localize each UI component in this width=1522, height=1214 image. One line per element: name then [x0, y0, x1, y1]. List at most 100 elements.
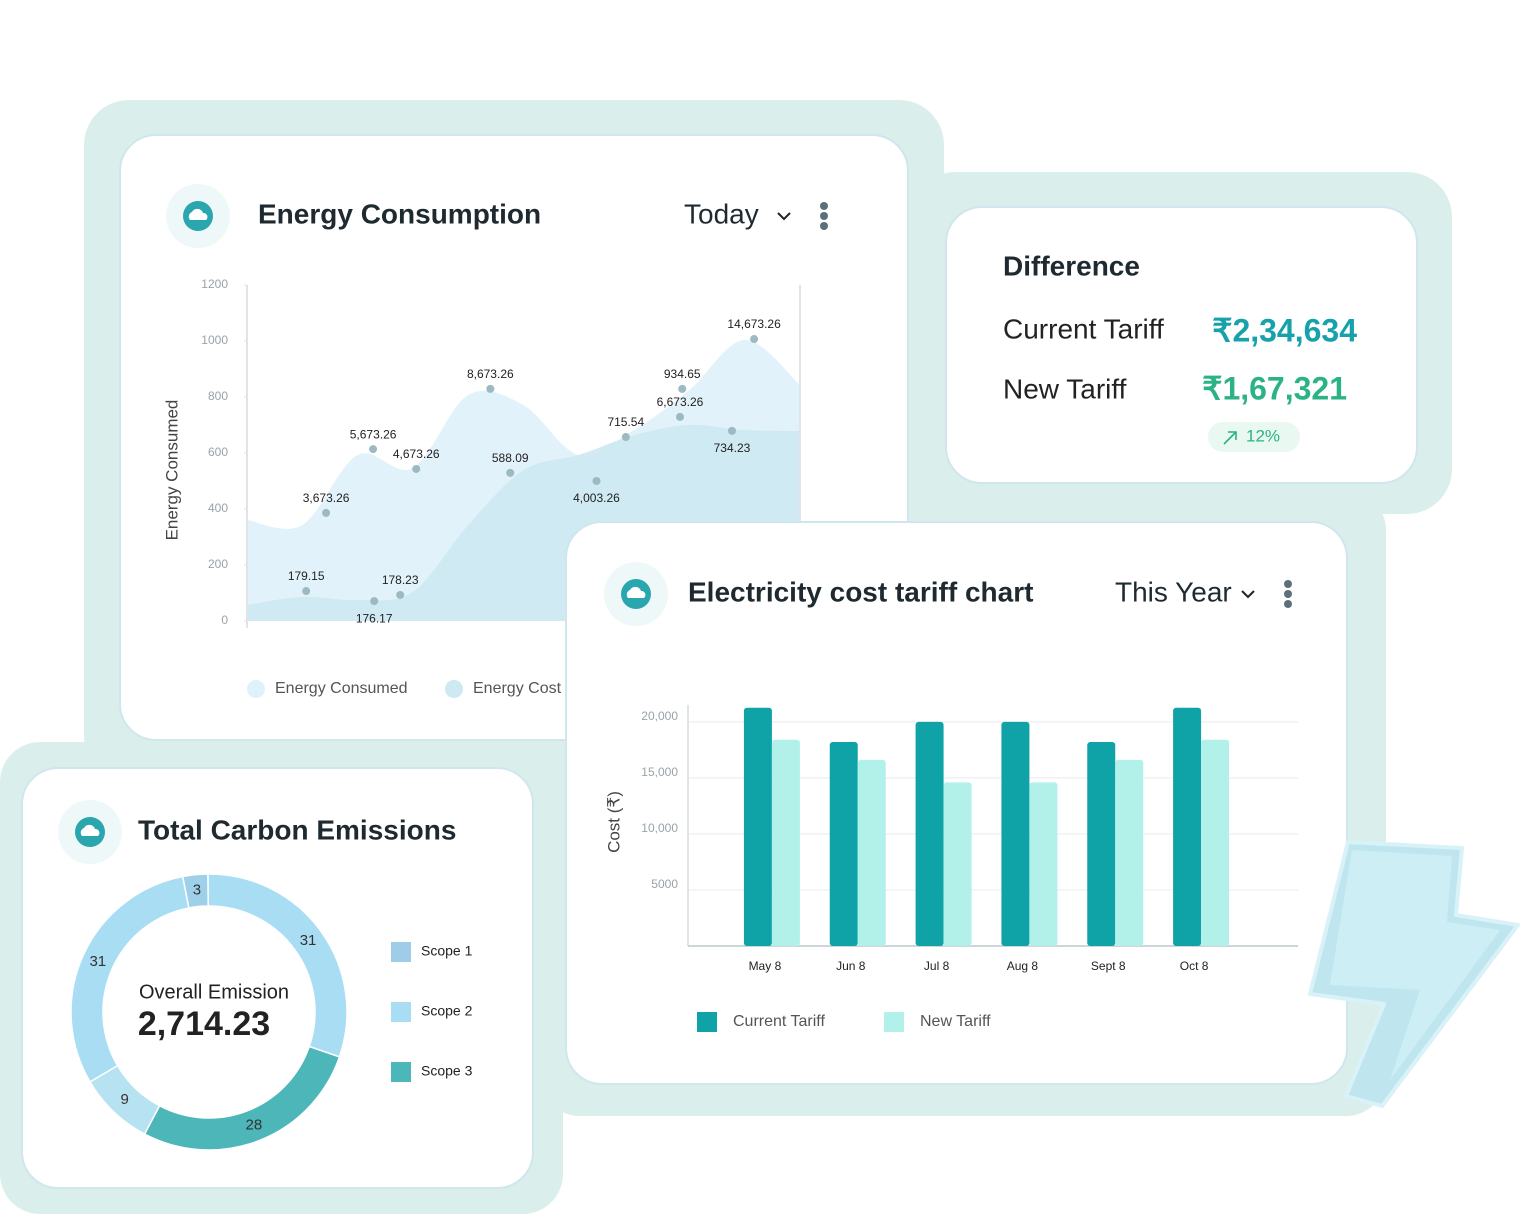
card	[21, 767, 534, 1189]
row-value: ₹1,67,321	[1202, 370, 1347, 406]
legend-label: Energy Cost	[473, 680, 562, 697]
menu-dot	[820, 212, 828, 220]
x-tick-label: Aug 8	[1007, 959, 1039, 973]
point	[675, 412, 684, 421]
center-value: 2,714.23	[138, 1005, 270, 1043]
y-tick-label: 600	[208, 445, 228, 459]
card-title: Electricity cost tariff chart	[688, 576, 1033, 607]
change-pill	[1208, 422, 1300, 452]
point-label: 8,673.26	[467, 367, 514, 381]
menu-dot	[1284, 580, 1292, 588]
legend-swatch	[391, 1062, 411, 1082]
row-value: ₹2,34,634	[1212, 312, 1357, 348]
legend-label: Scope 1	[421, 943, 473, 959]
bar	[771, 739, 800, 946]
legend-swatch	[391, 1002, 411, 1022]
legend-swatch	[884, 1012, 904, 1032]
point	[302, 587, 311, 596]
legend-swatch	[697, 1012, 717, 1032]
y-tick-label: 10,000	[641, 821, 678, 835]
legend-label: Current Tariff	[733, 1013, 825, 1030]
point	[621, 433, 630, 442]
point-label: 178.23	[382, 573, 419, 587]
point-label: 715.54	[607, 415, 644, 429]
y-tick-label: 400	[208, 501, 228, 515]
point-label: 4,673.26	[393, 447, 440, 461]
arrow-icon	[1223, 431, 1237, 445]
center-label: Overall Emission	[139, 981, 289, 1003]
card-title: Total Carbon Emissions	[138, 814, 456, 845]
period-dropdown: Today	[684, 198, 759, 229]
row-label: New Tariff	[1003, 373, 1127, 404]
chevron	[1241, 590, 1255, 599]
card	[945, 206, 1418, 484]
donut-segment	[70, 875, 190, 1083]
legend-label: Energy Consumed	[275, 680, 408, 697]
bar	[1029, 782, 1058, 946]
carbon-card: Total Carbon Emissions 3 31 28 9 31 Overall Em…	[21, 767, 534, 1189]
y-axis-title: Energy Consumed	[162, 400, 181, 541]
point	[370, 597, 379, 606]
x-tick-label: Jul 8	[924, 959, 950, 973]
x-tick-label: Jun 8	[836, 959, 866, 973]
bar	[1115, 759, 1144, 946]
segment-label: 31	[300, 932, 317, 949]
bar	[1201, 739, 1230, 946]
y-tick-label: 1200	[201, 277, 228, 291]
y-tick-label: 20,000	[641, 709, 678, 723]
legend-label: Scope 3	[421, 1063, 473, 1079]
legend-swatch	[391, 942, 411, 962]
period-dropdown: This Year	[1115, 576, 1232, 607]
x-tick-label: Oct 8	[1180, 959, 1209, 973]
bolt	[1308, 840, 1520, 1108]
y-tick-label: 0	[221, 613, 228, 627]
point-label: 734.23	[714, 441, 751, 455]
point	[750, 335, 759, 344]
point-label: 4,003.26	[573, 491, 620, 505]
point-label: 179.15	[288, 569, 325, 583]
bar	[829, 741, 858, 946]
menu-dot	[820, 222, 828, 230]
icon-glyph	[188, 208, 208, 220]
point-label: 176.17	[356, 611, 393, 625]
point-label: 588.09	[492, 451, 529, 465]
y-tick-label: 800	[208, 389, 228, 403]
legend-label: Scope 2	[421, 1003, 473, 1019]
legend-swatch	[445, 680, 463, 698]
point	[486, 384, 495, 393]
y-tick-label: 1000	[201, 333, 228, 347]
segment-label: 28	[246, 1116, 263, 1133]
point	[592, 477, 601, 485]
chevron	[777, 212, 791, 221]
point	[322, 508, 331, 517]
row-label: Current Tariff	[1003, 313, 1164, 344]
y-tick-label: 15,000	[641, 765, 678, 779]
point-label: 6,673.26	[657, 395, 704, 409]
point	[678, 384, 687, 393]
point-label: 3,673.26	[303, 491, 350, 505]
bar	[743, 707, 772, 946]
point-label: 14,673.26	[727, 317, 781, 331]
bar	[1173, 707, 1202, 946]
legend-swatch	[247, 680, 265, 698]
tariff-card: Electricity cost tariff chart This Year 50…	[565, 521, 1348, 1085]
y-axis-title: Cost (₹)	[604, 791, 623, 853]
menu-dot	[820, 202, 828, 210]
bar	[943, 782, 972, 946]
bar	[1001, 721, 1030, 946]
y-tick-label: 5000	[651, 877, 678, 891]
point	[369, 445, 378, 454]
x-tick-label: May 8	[749, 959, 782, 973]
difference-title: Difference	[1003, 250, 1140, 281]
bar	[1087, 741, 1116, 946]
point-label: 934.65	[664, 367, 701, 381]
icon-glyph	[80, 824, 100, 836]
change: 12%	[1246, 426, 1280, 445]
card-title: Energy Consumption	[258, 198, 541, 229]
x-tick-label: Sept 8	[1091, 959, 1126, 973]
segment-label: 3	[193, 882, 201, 899]
point	[396, 590, 405, 599]
bar	[857, 759, 886, 946]
legend-label: New Tariff	[920, 1013, 991, 1030]
